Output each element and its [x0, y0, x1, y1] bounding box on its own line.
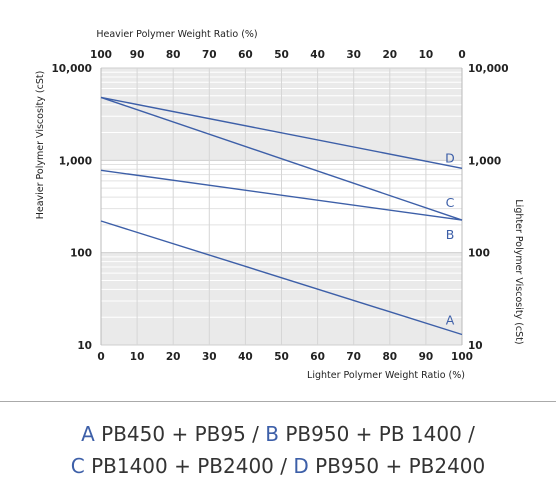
divider: [0, 401, 556, 402]
left-tick-label: 10,000: [51, 63, 92, 75]
bottom-tick-label: 30: [202, 351, 217, 363]
bottom-tick-label: 80: [382, 351, 397, 363]
left-tick-label: 1,000: [59, 155, 92, 167]
series-line-d: [100, 96, 463, 169]
series-labels: A B C D: [445, 150, 455, 327]
series-label-b: B: [446, 227, 455, 242]
top-tick-label: 80: [166, 49, 181, 61]
left-tick-label: 10: [77, 340, 92, 352]
caption-line-2: C PB1400 + PB2400 / D PB950 + PB2400: [0, 450, 556, 482]
series-label-c: C: [446, 195, 455, 210]
top-tick-label: 10: [419, 49, 434, 61]
legend-text-b: PB950 + PB 1400 /: [278, 422, 475, 446]
grid-lines: [100, 67, 463, 346]
bottom-axis-title: Lighter Polymer Weight Ratio (%): [307, 370, 465, 381]
top-tick-label: 20: [382, 49, 397, 61]
series-lines: [100, 96, 463, 336]
right-tick-label: 10,000: [468, 63, 509, 75]
caption-line-1: A PB450 + PB95 / B PB950 + PB 1400 /: [0, 418, 556, 450]
bottom-tick-label: 10: [130, 351, 145, 363]
series-label-d: D: [445, 150, 455, 165]
top-tick-label: 60: [238, 49, 253, 61]
right-tick-label: 10: [468, 340, 483, 352]
top-tick-label: 0: [458, 49, 465, 61]
legend-letter-c: C: [70, 454, 85, 478]
top-tick-label: 30: [346, 49, 361, 61]
bottom-tick-label: 0: [97, 351, 104, 363]
legend-text-d: PB950 + PB2400: [308, 454, 486, 478]
right-axis-title: Lighter Polymer Viscosity (cSt): [513, 199, 524, 344]
legend-letter-a: A: [81, 422, 95, 446]
series-label-a: A: [446, 312, 455, 327]
left-axis-title: Heavier Polymer Viscosity (cSt): [35, 71, 46, 220]
legend-text-c: PB1400 + PB2400 /: [84, 454, 294, 478]
series-line-c: [100, 96, 463, 221]
bottom-tick-label: 70: [346, 351, 361, 363]
legend-text-a: PB450 + PB95 /: [94, 422, 266, 446]
series-line-a: [100, 220, 463, 336]
top-tick-label: 90: [130, 49, 145, 61]
left-tick-label: 100: [70, 248, 92, 260]
series-line-b: [100, 169, 463, 221]
bottom-tick-label: 50: [274, 351, 289, 363]
top-axis-title: Heavier Polymer Weight Ratio (%): [96, 29, 257, 40]
top-tick-label: 50: [274, 49, 289, 61]
bottom-tick-label: 20: [166, 351, 181, 363]
bottom-tick-label: 60: [310, 351, 325, 363]
legend-letter-d: D: [293, 454, 309, 478]
top-tick-label: 40: [310, 49, 325, 61]
right-tick-label: 1,000: [468, 155, 501, 167]
bottom-tick-label: 90: [419, 351, 434, 363]
series-legend-caption: A PB450 + PB95 / B PB950 + PB 1400 / C P…: [0, 418, 556, 482]
top-tick-label: 100: [90, 49, 112, 61]
bottom-tick-label: 100: [451, 351, 473, 363]
bottom-tick-label: 40: [238, 351, 253, 363]
legend-letter-b: B: [265, 422, 279, 446]
top-tick-label: 70: [202, 49, 217, 61]
right-tick-label: 100: [468, 248, 490, 260]
